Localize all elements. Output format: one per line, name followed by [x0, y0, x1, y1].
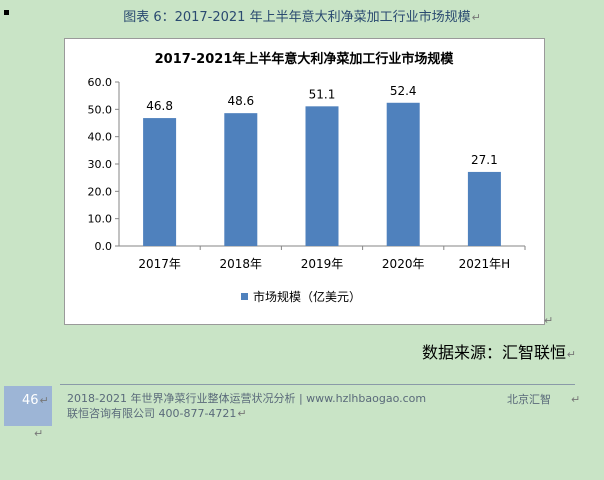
chart-frame: 2017-2021年上半年意大利净菜加工行业市场规模 0.0 10.0 20.0 30.… [64, 38, 545, 325]
y-tick-label: 0.0 [95, 240, 113, 253]
y-tick-label: 20.0 [88, 185, 113, 198]
page-number: 46↵ [22, 393, 49, 408]
x-tick-label: 2021年H [459, 257, 511, 271]
caption-text: 图表 6：2017-2021 年上半年意大利净菜加工行业市场规模 [123, 10, 471, 25]
data-label: 51.1 [309, 87, 336, 101]
bar [467, 171, 501, 246]
chart-title: 2017-2021年上半年意大利净菜加工行业市场规模 [155, 51, 455, 67]
data-label: 46.8 [146, 99, 173, 113]
data-source: 数据来源：汇智联恒 [421, 343, 566, 362]
paragraph-mark: ↵ [237, 407, 247, 420]
x-tick-label: 2018年 [220, 257, 263, 271]
y-tick-label: 40.0 [88, 131, 113, 144]
bar [143, 118, 177, 246]
paragraph-mark: ↵ [566, 348, 576, 361]
data-label: 52.4 [390, 84, 417, 98]
page-number-text: 46 [22, 393, 39, 408]
footer-line-2: 联恒咨询有限公司 400-877-4721↵ [67, 406, 426, 421]
paragraph-mark: ↵ [39, 394, 49, 407]
bar [386, 102, 420, 246]
paragraph-mark: ↵ [544, 314, 554, 327]
x-tick-label: 2019年 [301, 257, 344, 271]
data-label: 48.6 [227, 94, 254, 108]
paragraph-mark: ↵ [34, 427, 44, 440]
legend-swatch [241, 293, 248, 300]
bar [224, 113, 258, 246]
footer-line-1: 2018-2021 年世界净菜行业整体运营状况分析 | www.hzlhbaog… [67, 392, 427, 405]
y-tick-label: 10.0 [88, 213, 113, 226]
paragraph-mark: ↵ [471, 11, 481, 24]
legend-label: 市场规模（亿美元） [253, 289, 361, 304]
data-label: 27.1 [471, 153, 498, 167]
x-tick-label: 2017年 [138, 257, 181, 271]
figure-caption: 图表 6：2017-2021 年上半年意大利净菜加工行业市场规模↵ [0, 6, 604, 25]
y-tick-label: 30.0 [88, 158, 113, 171]
y-tick-label: 50.0 [88, 103, 113, 116]
list-bullet [4, 10, 9, 15]
page-number-box [4, 386, 52, 426]
footer-text: 2018-2021 年世界净菜行业整体运营状况分析 | www.hzlhbaog… [67, 391, 426, 421]
y-tick-label: 60.0 [88, 76, 113, 89]
footer-company: 北京汇智 [507, 393, 551, 406]
footer-line-2-text: 联恒咨询有限公司 400-877-4721 [67, 407, 237, 420]
footer-divider [60, 384, 575, 385]
bar [305, 106, 339, 247]
bar-chart: 2017-2021年上半年意大利净菜加工行业市场规模 0.0 10.0 20.0 30.… [88, 51, 526, 304]
x-tick-label: 2020年 [382, 257, 425, 271]
paragraph-mark: ↵ [571, 393, 581, 406]
